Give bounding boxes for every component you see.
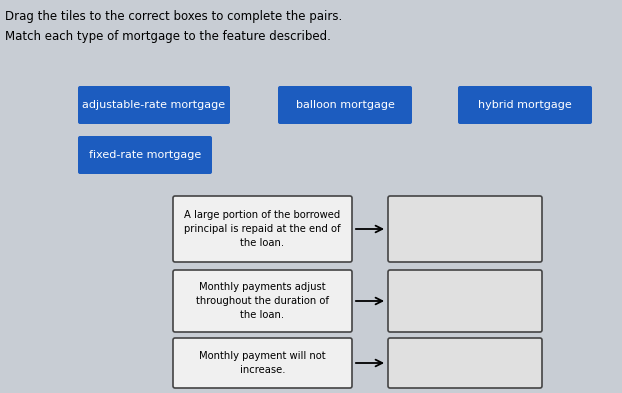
FancyBboxPatch shape — [388, 196, 542, 262]
Text: Drag the tiles to the correct boxes to complete the pairs.: Drag the tiles to the correct boxes to c… — [5, 10, 342, 23]
FancyBboxPatch shape — [173, 270, 352, 332]
FancyBboxPatch shape — [78, 136, 212, 174]
FancyBboxPatch shape — [458, 86, 592, 124]
Text: fixed-rate mortgage: fixed-rate mortgage — [89, 150, 201, 160]
Text: Monthly payment will not
increase.: Monthly payment will not increase. — [199, 351, 326, 375]
FancyBboxPatch shape — [78, 86, 230, 124]
Text: A large portion of the borrowed
principal is repaid at the end of
the loan.: A large portion of the borrowed principa… — [184, 210, 341, 248]
Text: hybrid mortgage: hybrid mortgage — [478, 100, 572, 110]
Text: Match each type of mortgage to the feature described.: Match each type of mortgage to the featu… — [5, 30, 331, 43]
FancyBboxPatch shape — [278, 86, 412, 124]
FancyBboxPatch shape — [173, 338, 352, 388]
FancyBboxPatch shape — [388, 270, 542, 332]
FancyBboxPatch shape — [388, 338, 542, 388]
Text: adjustable-rate mortgage: adjustable-rate mortgage — [83, 100, 226, 110]
Text: balloon mortgage: balloon mortgage — [295, 100, 394, 110]
FancyBboxPatch shape — [173, 196, 352, 262]
Text: Monthly payments adjust
throughout the duration of
the loan.: Monthly payments adjust throughout the d… — [196, 282, 329, 320]
